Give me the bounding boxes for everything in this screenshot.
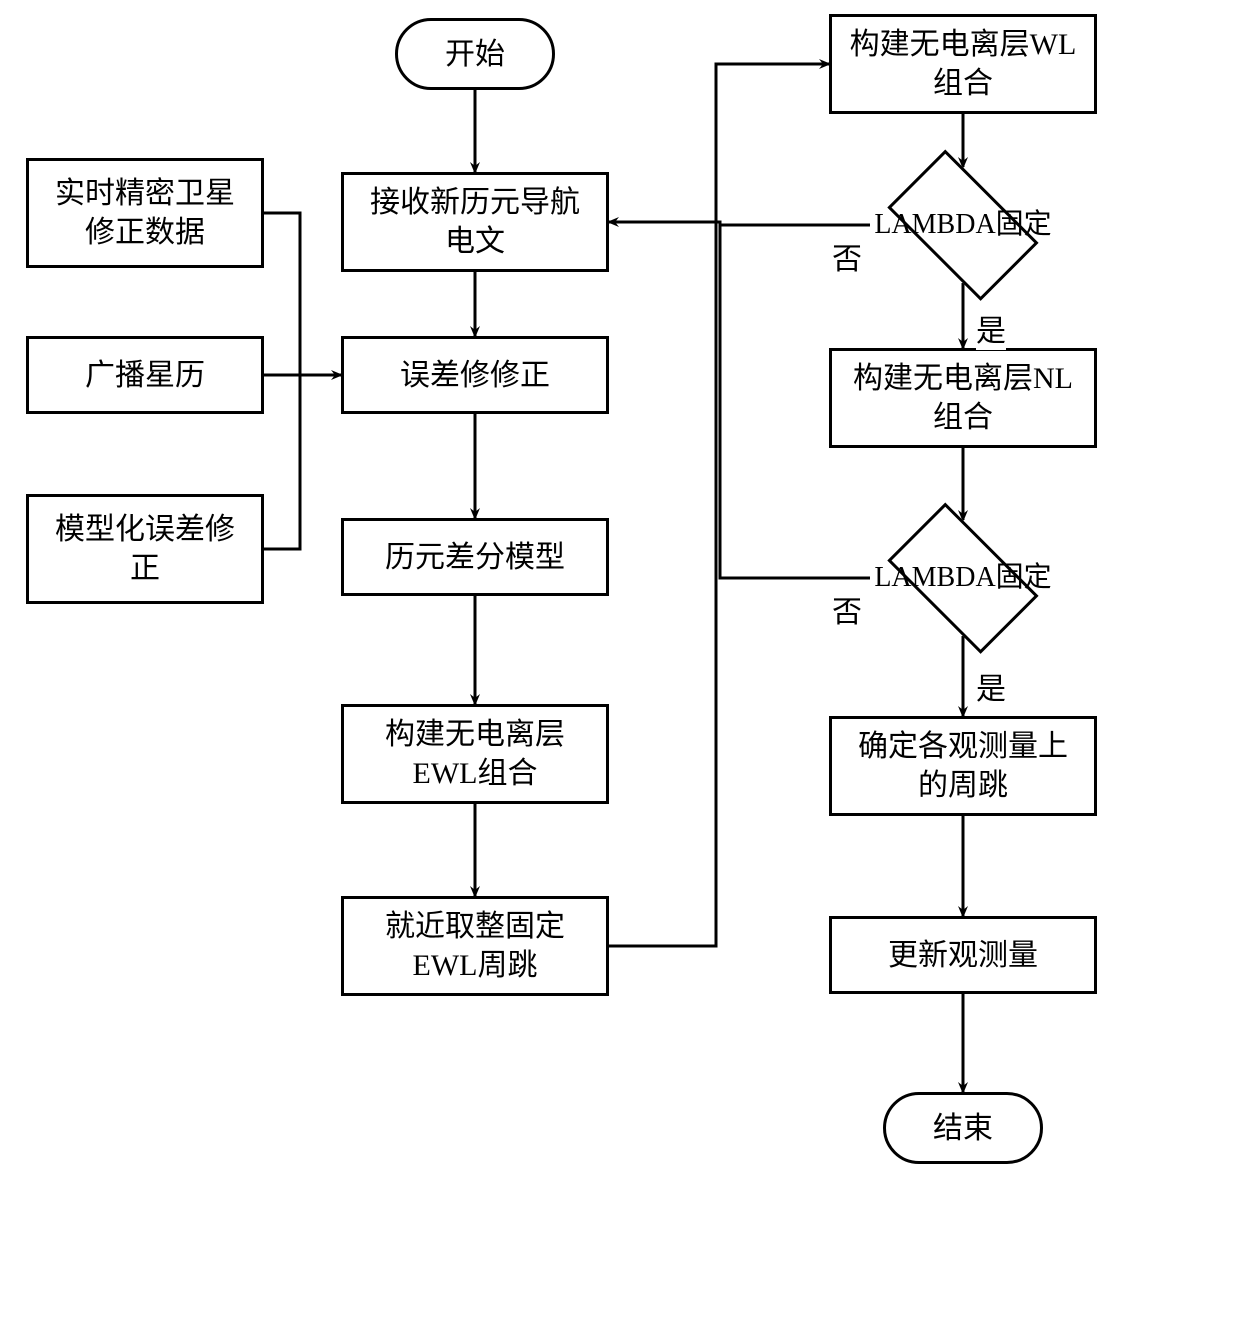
node-nl: 构建无电离层NL组合 <box>829 348 1097 448</box>
node-determine-label: 确定各观测量上的周跳 <box>844 727 1082 805</box>
node-lambda1-label: LAMBDA固定 <box>870 167 1056 283</box>
edge-roundewl-to-wl <box>609 64 829 946</box>
node-lambda2: LAMBDA固定 <box>870 520 1056 636</box>
node-ewl-label: 构建无电离层EWL组合 <box>356 715 594 793</box>
node-roundewl: 就近取整固定EWL周跳 <box>341 896 609 996</box>
node-end-label: 结束 <box>933 1109 993 1148</box>
edge-label-13: 否 <box>832 587 862 631</box>
node-side3-label: 模型化误差修正 <box>41 510 249 588</box>
node-receive: 接收新历元导航电文 <box>341 172 609 272</box>
node-start-label: 开始 <box>445 35 505 74</box>
node-errorfix-label: 误差修修正 <box>400 356 550 395</box>
node-end: 结束 <box>883 1092 1043 1164</box>
edge-label-14: 是 <box>976 664 1006 708</box>
node-side3: 模型化误差修正 <box>26 494 264 604</box>
node-roundewl-label: 就近取整固定EWL周跳 <box>356 907 594 985</box>
node-epoch-label: 历元差分模型 <box>385 538 565 577</box>
edge-label-10: 否 <box>832 234 862 278</box>
node-side2: 广播星历 <box>26 336 264 414</box>
node-nl-label: 构建无电离层NL组合 <box>844 359 1082 437</box>
node-wl-label: 构建无电离层WL组合 <box>844 25 1082 103</box>
edge-side3-to-errorfix <box>264 375 300 549</box>
edge-side1-to-errorfix <box>264 213 300 375</box>
node-determine: 确定各观测量上的周跳 <box>829 716 1097 816</box>
node-update-label: 更新观测量 <box>888 936 1038 975</box>
node-lambda2-label: LAMBDA固定 <box>870 520 1056 636</box>
node-wl: 构建无电离层WL组合 <box>829 14 1097 114</box>
node-start: 开始 <box>395 18 555 90</box>
node-side1-label: 实时精密卫星修正数据 <box>41 174 249 252</box>
node-side1: 实时精密卫星修正数据 <box>26 158 264 268</box>
node-update: 更新观测量 <box>829 916 1097 994</box>
node-ewl: 构建无电离层EWL组合 <box>341 704 609 804</box>
node-receive-label: 接收新历元导航电文 <box>356 183 594 261</box>
edge-label-11: 是 <box>976 306 1006 350</box>
node-errorfix: 误差修修正 <box>341 336 609 414</box>
node-side2-label: 广播星历 <box>85 356 205 395</box>
node-epoch: 历元差分模型 <box>341 518 609 596</box>
edge-lambda1-to-receive <box>609 222 870 225</box>
node-lambda1: LAMBDA固定 <box>870 167 1056 283</box>
